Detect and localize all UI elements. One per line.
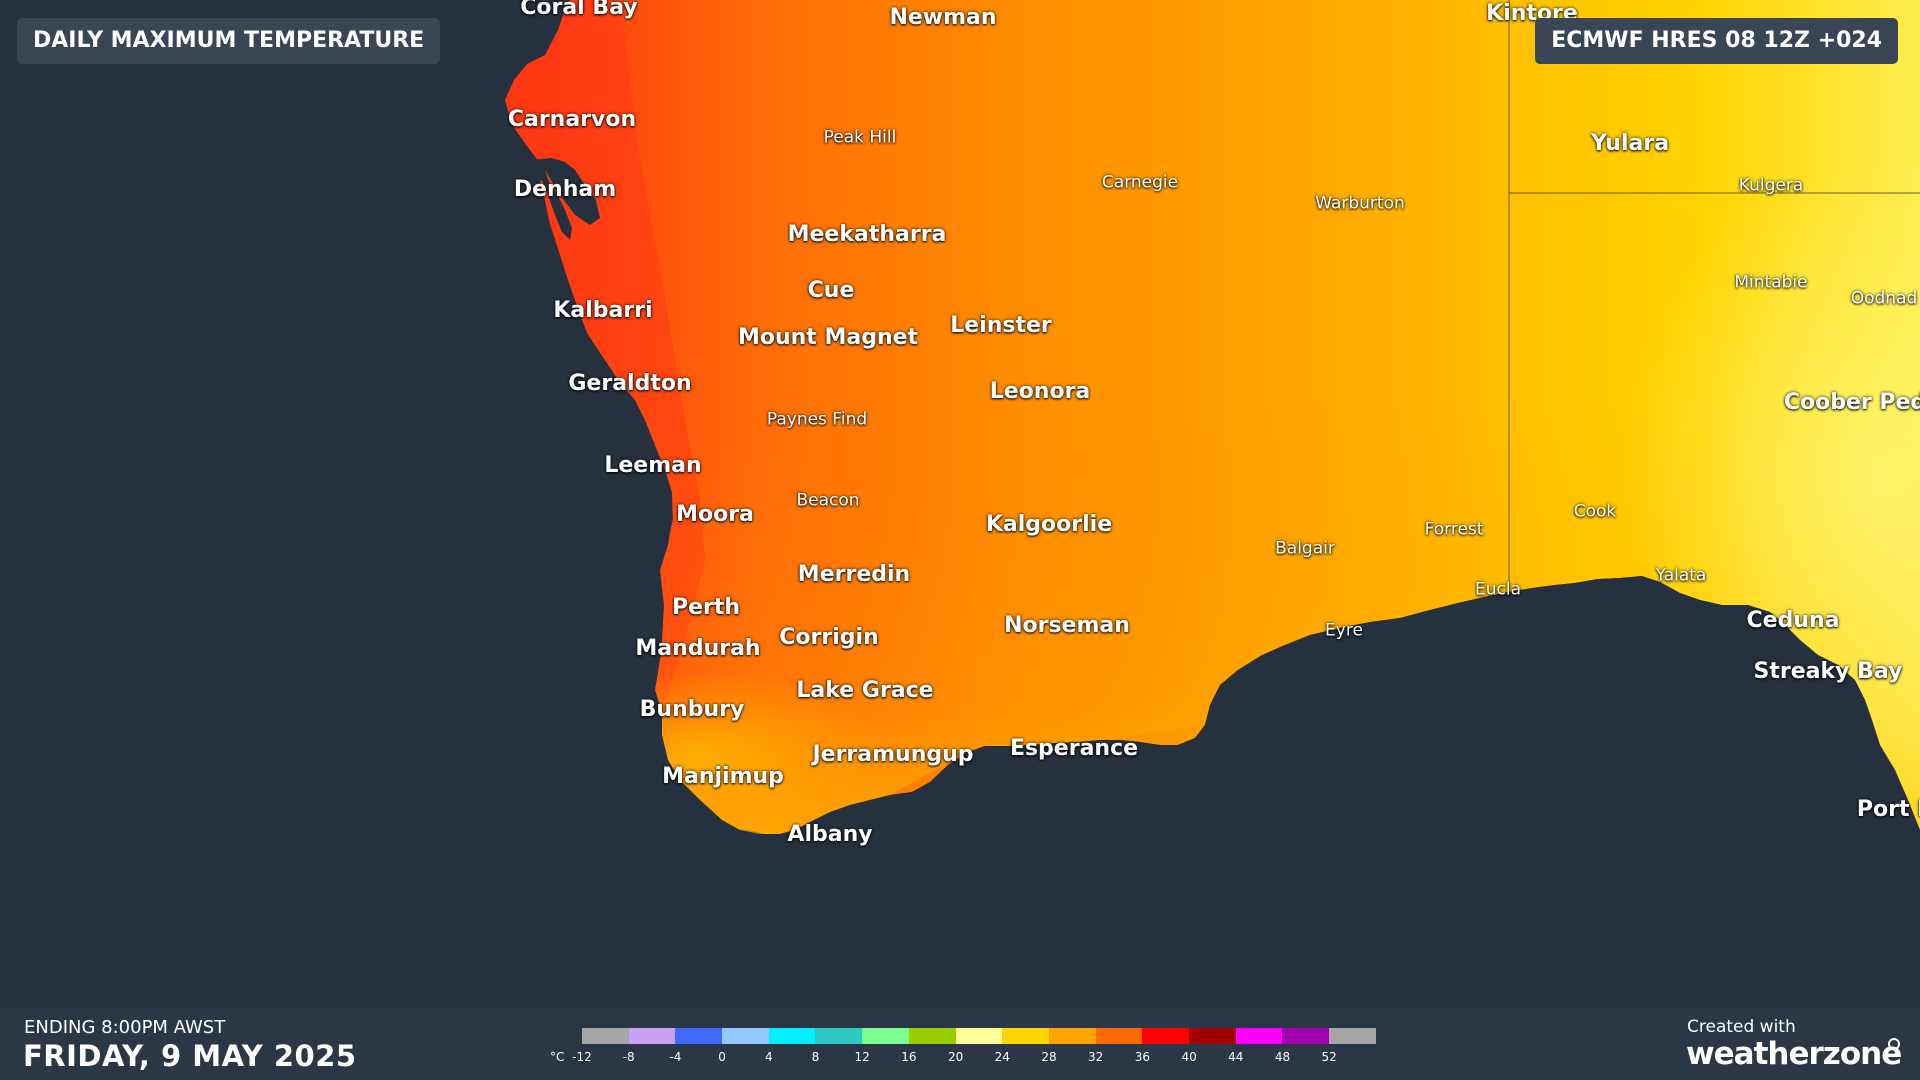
legend-swatch: [1329, 1028, 1376, 1044]
place-label-cook: Cook: [1573, 501, 1617, 522]
place-label-oodnad: Oodnad: [1850, 288, 1918, 309]
place-label-mandurah: Mandurah: [635, 636, 761, 661]
legend-tick-label: 32: [1088, 1050, 1104, 1064]
legend-swatch: [862, 1028, 909, 1044]
legend-swatch: [908, 1028, 956, 1044]
legend-tick-label: 16: [901, 1050, 917, 1064]
place-label-yalata: Yalata: [1655, 565, 1707, 586]
place-label-warburton: Warburton: [1315, 193, 1405, 214]
temperature-map[interactable]: [0, 0, 1920, 1008]
place-label-kalgoorlie: Kalgoorlie: [985, 512, 1113, 537]
place-label-corrigin: Corrigin: [779, 625, 879, 650]
place-label-leonora: Leonora: [989, 379, 1091, 404]
legend-tick-label: 36: [1134, 1050, 1151, 1064]
forecast-date: FRIDAY, 9 MAY 2025: [23, 1039, 357, 1073]
place-label-mintabie: Mintabie: [1734, 272, 1808, 293]
legend-tick-label: 20: [947, 1050, 964, 1064]
place-label-geraldton: Geraldton: [568, 371, 692, 396]
place-label-ceduna: Ceduna: [1746, 608, 1840, 633]
place-label-meekatharra: Meekatharra: [787, 222, 947, 247]
place-label-moora: Moora: [676, 502, 754, 527]
legend-tick-label: 52: [1321, 1050, 1337, 1064]
place-label-norseman: Norseman: [1004, 613, 1130, 638]
place-label-leinster: Leinster: [950, 313, 1052, 338]
place-label-mount-magnet: Mount Magnet: [737, 325, 919, 350]
place-label-eyre: Eyre: [1325, 620, 1363, 641]
place-label-newman: Newman: [889, 5, 997, 30]
place-label-denham: Denham: [513, 177, 617, 202]
place-label-kalbarri: Kalbarri: [553, 298, 653, 323]
legend-tick-label: -8: [622, 1050, 635, 1064]
legend-swatch: [582, 1028, 629, 1044]
model-run-badge: ECMWF HRES 08 12Z +024: [1535, 18, 1898, 64]
place-label-cue: Cue: [807, 278, 855, 303]
place-label-coral-bay: Coral Bay: [520, 0, 638, 20]
legend-swatch: [675, 1028, 723, 1044]
place-label-bunbury: Bunbury: [639, 697, 745, 722]
legend-swatch: [722, 1028, 769, 1044]
legend-swatch: [1282, 1028, 1329, 1044]
place-label-carnegie: Carnegie: [1101, 172, 1179, 193]
place-label-carnarvon: Carnarvon: [507, 107, 637, 132]
legend-swatch: [815, 1028, 863, 1044]
valid-time-label: ENDING 8:00PM AWST: [24, 1017, 226, 1038]
legend-tick-label: 8: [811, 1050, 820, 1064]
legend-swatch: [1095, 1028, 1143, 1044]
place-label-balgair: Balgair: [1275, 538, 1335, 559]
legend-swatch: [628, 1028, 676, 1044]
place-label-esperance: Esperance: [1009, 736, 1139, 761]
place-label-albany: Albany: [787, 822, 873, 847]
state-borders: [1508, 0, 1920, 590]
legend-swatch: [1048, 1028, 1096, 1044]
legend-tick-label: -4: [669, 1050, 682, 1064]
legend-unit: °C: [550, 1050, 565, 1064]
place-label-lake-grace: Lake Grace: [796, 678, 934, 703]
place-label-merredin: Merredin: [797, 562, 911, 587]
legend-swatch: [1002, 1028, 1049, 1044]
legend-tick-label: 24: [994, 1050, 1010, 1064]
place-label-peak-hill: Peak Hill: [823, 127, 897, 148]
place-label-manjimup: Manjimup: [662, 764, 784, 789]
legend-tick-label: 28: [1041, 1050, 1057, 1064]
weatherzone-logo[interactable]: weatherzone: [1686, 1036, 1902, 1072]
legend-tick-label: 12: [854, 1050, 870, 1064]
legend-tick-label: -12: [572, 1050, 592, 1064]
place-label-coober-ped: Coober Ped: [1783, 390, 1920, 415]
place-label-paynes-find: Paynes Find: [766, 409, 868, 430]
legend-color-bar: [582, 1028, 1376, 1044]
place-label-jerramungup: Jerramungup: [812, 742, 974, 767]
place-label-leeman: Leeman: [604, 453, 702, 478]
legend-swatch: [955, 1028, 1003, 1044]
legend-swatch: [768, 1028, 816, 1044]
place-label-port-l: Port L: [1856, 797, 1920, 822]
place-label-eucla: Eucla: [1474, 579, 1522, 600]
place-label-kulgera: Kulgera: [1738, 175, 1804, 196]
legend-tick-label: 48: [1274, 1050, 1291, 1064]
place-label-perth: Perth: [671, 595, 741, 620]
legend-tick-label: 0: [718, 1050, 726, 1064]
legend-swatch: [1188, 1028, 1236, 1044]
legend-tick-label: 4: [764, 1050, 773, 1064]
footer-bar: [0, 1008, 1920, 1080]
place-label-yulara: Yulara: [1590, 131, 1670, 156]
legend-swatch: [1142, 1028, 1189, 1044]
legend-swatch: [1235, 1028, 1283, 1044]
place-label-beacon: Beacon: [796, 490, 860, 511]
place-label-forrest: Forrest: [1424, 519, 1484, 540]
map-title-badge: DAILY MAXIMUM TEMPERATURE: [17, 18, 441, 64]
legend-tick-label: 44: [1228, 1050, 1244, 1064]
place-label-streaky-bay: Streaky Bay: [1753, 659, 1903, 684]
legend-tick-label: 40: [1181, 1050, 1197, 1064]
temperature-legend: °C -12 -8 -4 0 4 8 12 16 20 24 28 32 36 40 44 48 52: [540, 1026, 1380, 1070]
logo-degree-mark: [1888, 1038, 1900, 1050]
ocean-shapes: [0, 0, 1920, 1008]
created-with-label: Created with: [1687, 1017, 1796, 1037]
